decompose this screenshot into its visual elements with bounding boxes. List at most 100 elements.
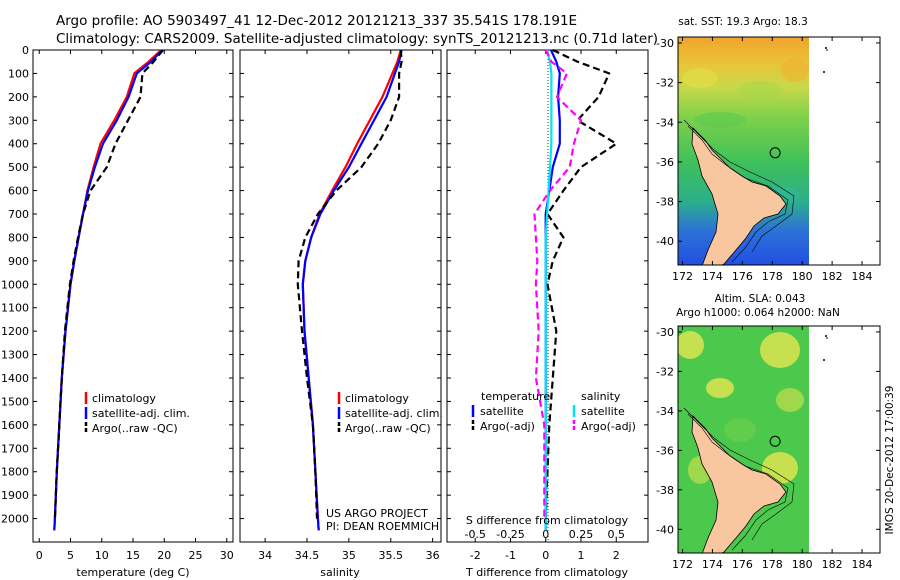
legend-sal-satellite: satellite (581, 405, 625, 418)
depth-tick-label: 1700 (1, 442, 29, 455)
legend-temp-satellite: satellite (480, 405, 524, 418)
lon-tick-label: 184 (852, 270, 873, 283)
lon-tick-label: 174 (702, 270, 723, 283)
x-tick-label: 2 (613, 549, 620, 562)
depth-tick-label: 1400 (1, 372, 29, 385)
x-tick-label: 36 (426, 549, 440, 562)
altimetry-title-1: Altim. SLA: 0.043 (715, 293, 806, 305)
depth-tick-label: 300 (8, 114, 29, 127)
s-tick-label: 0.25 (569, 528, 594, 541)
lat-tick-label: -36 (656, 156, 674, 169)
depth-tick-label: 1800 (1, 466, 29, 479)
salinity-legend: climatology satellite-adj. clim. Argo(..… (337, 392, 443, 435)
new-zealand-coast (683, 119, 795, 265)
lon-tick-label: 172 (672, 270, 693, 283)
project-line-1: US ARGO PROJECT (326, 507, 428, 520)
series-argo-raw-qc- (296, 49, 403, 519)
series-climatology (301, 49, 402, 531)
lat-tick-label: -38 (656, 196, 674, 209)
depth-tick-label: 900 (8, 255, 29, 268)
x-tick-label: -1 (505, 549, 516, 562)
difference-panel-frame (446, 49, 649, 543)
salinity-axis: 34 34.5 35 35.5 36 (258, 50, 440, 562)
lon-tick-label: 182 (822, 270, 843, 283)
sst-map (677, 36, 881, 266)
x-tick-label: -2 (470, 549, 481, 562)
s-tick-label: 0.5 (608, 528, 626, 541)
x-tick-label: 35 (342, 549, 356, 562)
depth-tick-label: 100 (8, 67, 29, 80)
header-line-1: Argo profile: AO 5903497_41 12-Dec-2012 … (56, 13, 577, 29)
x-tick-label: 0 (36, 549, 43, 562)
x-tick-label: 10 (95, 549, 109, 562)
depth-tick-label: 1900 (1, 489, 29, 502)
difference-profiles (533, 49, 618, 531)
depth-tick-label: 1600 (1, 419, 29, 432)
lon-tick-label: 176 (732, 270, 753, 283)
lon-tick-label: 180 (792, 558, 813, 571)
lat-tick-label: -32 (656, 365, 674, 378)
temperature-profiles (53, 49, 164, 531)
difference-axis: -2 -1 0 1 2 -0.5 -0.25 0 0.25 0.5 (464, 50, 625, 562)
temperature-legend: climatology satellite-adj. clim. Argo(..… (84, 392, 190, 435)
t-difference-label: T difference from climatology (465, 566, 628, 579)
series-satellite-adj-clim- (53, 49, 164, 531)
sst-map-title: sat. SST: 19.3 Argo: 18.3 (678, 16, 808, 28)
legend-sal-header: salinity (581, 390, 621, 403)
series-salinity-argo-adj- (533, 49, 583, 519)
series-satellite-adj-clim- (301, 49, 403, 531)
depth-tick-label: 1000 (1, 278, 29, 291)
imos-timestamp: IMOS 20-Dec-2012 17:00:39 (884, 386, 896, 535)
legend-argo: Argo(..raw -QC) (345, 422, 431, 435)
sla-map (677, 325, 881, 554)
project-line-2: PI: DEAN ROEMMICH (326, 520, 439, 533)
temperature-xlabel: temperature (deg C) (76, 566, 189, 579)
x-tick-label: 30 (220, 549, 234, 562)
depth-tick-label: 0 (22, 44, 29, 57)
depth-tick-label: 1100 (1, 302, 29, 315)
lat-tick-label: -40 (656, 523, 674, 536)
x-tick-label: 20 (157, 549, 171, 562)
series-temperature-argo-adj- (544, 49, 618, 519)
lon-tick-label: 178 (762, 558, 783, 571)
temperature-axis: 0 5 10 15 20 25 30 (36, 50, 234, 562)
depth-tick-label: 1300 (1, 349, 29, 362)
depth-tick-label: 700 (8, 208, 29, 221)
legend-satellite-adj: satellite-adj. clim. (92, 407, 190, 420)
lat-tick-label: -30 (656, 326, 674, 339)
x-tick-label: 15 (126, 549, 140, 562)
header-line-2: Climatology: CARS2009. Satellite-adjuste… (56, 31, 658, 47)
legend-temp-header: temperature (481, 390, 550, 403)
depth-tick-label: 400 (8, 138, 29, 151)
lat-tick-label: -40 (656, 235, 674, 248)
depth-tick-label: 1200 (1, 325, 29, 338)
legend-climatology: climatology (92, 392, 156, 405)
depth-tick-label: 500 (8, 161, 29, 174)
lat-tick-label: -30 (656, 37, 674, 50)
salinity-panel-frame (239, 49, 442, 543)
depth-tick-label: 2000 (1, 513, 29, 526)
lon-tick-label: 176 (732, 558, 753, 571)
series-argo-raw-qc- (53, 49, 164, 519)
x-tick-label: 35.5 (379, 549, 404, 562)
lat-tick-label: -38 (656, 484, 674, 497)
x-tick-label: 5 (67, 549, 74, 562)
depth-tick-label: 600 (8, 185, 29, 198)
altimetry-title-2: Argo h1000: 0.064 h2000: NaN (676, 307, 840, 319)
s-tick-label: -0.25 (496, 528, 524, 541)
sla-map-axis: 172 174 176 178 180 182 184 -30 -32 -34 -36 -38 -40 (656, 326, 880, 571)
depth-tick-label: 1500 (1, 395, 29, 408)
salinity-profiles (296, 49, 403, 531)
s-tick-label: 0 (542, 528, 549, 541)
argo-position-marker (769, 147, 781, 159)
lat-tick-label: -34 (656, 116, 674, 129)
x-tick-label: 34 (258, 549, 272, 562)
legend-temp-argo: Argo(-adj) (480, 420, 535, 433)
salinity-xlabel: salinity (320, 566, 360, 579)
lat-tick-label: -34 (656, 405, 674, 418)
legend-satellite-adj: satellite-adj. clim. (345, 407, 443, 420)
x-tick-label: 0 (542, 549, 549, 562)
x-tick-label: 34.5 (295, 549, 320, 562)
s-tick-label: -0.5 (464, 528, 485, 541)
